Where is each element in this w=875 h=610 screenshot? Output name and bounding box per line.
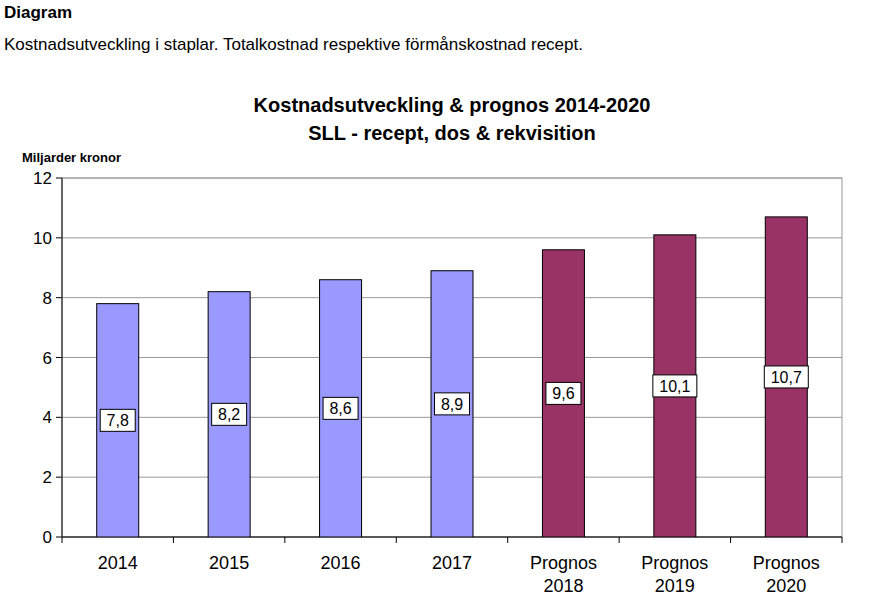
x-tick [62, 537, 63, 543]
x-tick [619, 537, 620, 543]
data-label: 8,2 [218, 406, 240, 423]
data-label-box [546, 382, 581, 404]
data-label-box [100, 409, 135, 431]
y-tick-label: 10 [33, 229, 52, 248]
data-label-box [212, 403, 247, 425]
bar [320, 280, 362, 537]
x-tick-label-line: 2017 [432, 553, 472, 573]
header-title: Diagram [4, 3, 72, 22]
bar [97, 304, 139, 537]
y-tick-label: 4 [43, 408, 52, 427]
bars [97, 217, 808, 537]
bar [765, 217, 807, 537]
y-tick-label: 0 [43, 528, 52, 547]
header-text: Kostnadsutveckling i staplar. Totalkostn… [4, 35, 583, 54]
data-label: 10,7 [771, 369, 802, 386]
y-tick-label: 2 [43, 468, 52, 487]
y-tick [56, 357, 62, 358]
x-tick-label: Prognos 2020 [753, 553, 820, 596]
data-label-box [435, 393, 470, 415]
x-tick-label-line: 2016 [321, 553, 361, 573]
data-label: 10,1 [659, 378, 690, 395]
data-label-box [764, 366, 808, 388]
bar [208, 292, 250, 537]
data-label: 9,6 [552, 385, 574, 402]
data-label: 7,8 [107, 412, 129, 429]
x-tick-label-line: 2015 [209, 553, 249, 573]
x-tick [842, 537, 843, 543]
y-tick [56, 477, 62, 478]
y-tick-label: 12 [33, 169, 52, 188]
y-axis-label: Miljarder kronor [22, 150, 121, 165]
y-tick [56, 178, 62, 179]
x-tick-label-line: 2019 [655, 576, 695, 596]
y-tick [56, 417, 62, 418]
bar [542, 250, 584, 537]
data-label-box [653, 375, 697, 397]
x-tick-label-line: Prognos [753, 553, 820, 573]
y-tick [56, 237, 62, 238]
chart-canvas: Diagram Kostnadsutveckling i staplar. Tot… [0, 0, 875, 610]
x-tick-label-line: 2020 [766, 576, 806, 596]
plot-frame [62, 178, 842, 537]
x-tick [507, 537, 508, 543]
x-tick [173, 537, 174, 543]
y-tick [56, 297, 62, 298]
data-label-box [323, 397, 358, 419]
x-tick-label: Prognos 2019 [641, 553, 708, 596]
y-tick-label: 6 [43, 349, 52, 368]
bar [431, 271, 473, 537]
x-tick-label: 2015 [209, 553, 249, 573]
x-tick [284, 537, 285, 543]
x-tick-label-line: 2018 [543, 576, 583, 596]
x-tick-label-line: 2014 [98, 553, 138, 573]
x-tick-label-line: Prognos [530, 553, 597, 573]
x-tick-label: 2017 [432, 553, 472, 573]
x-tick-label: 2014 [98, 553, 138, 573]
bar [654, 235, 696, 537]
y-tick-label: 8 [43, 289, 52, 308]
x-tick [396, 537, 397, 543]
x-tick-label: 2016 [321, 553, 361, 573]
chart-title: Kostnadsutveckling & prognos 2014-2020 [254, 94, 651, 116]
y-axis-line [62, 178, 63, 537]
data-label: 8,9 [441, 396, 463, 413]
grid-line [62, 237, 842, 238]
x-tick [730, 537, 731, 543]
y-tick [56, 537, 62, 538]
x-tick-label: Prognos 2018 [530, 553, 597, 596]
x-tick-label-line: Prognos [641, 553, 708, 573]
data-label: 8,6 [329, 400, 351, 417]
chart-subtitle: SLL - recept, dos & rekvisition [308, 122, 595, 144]
